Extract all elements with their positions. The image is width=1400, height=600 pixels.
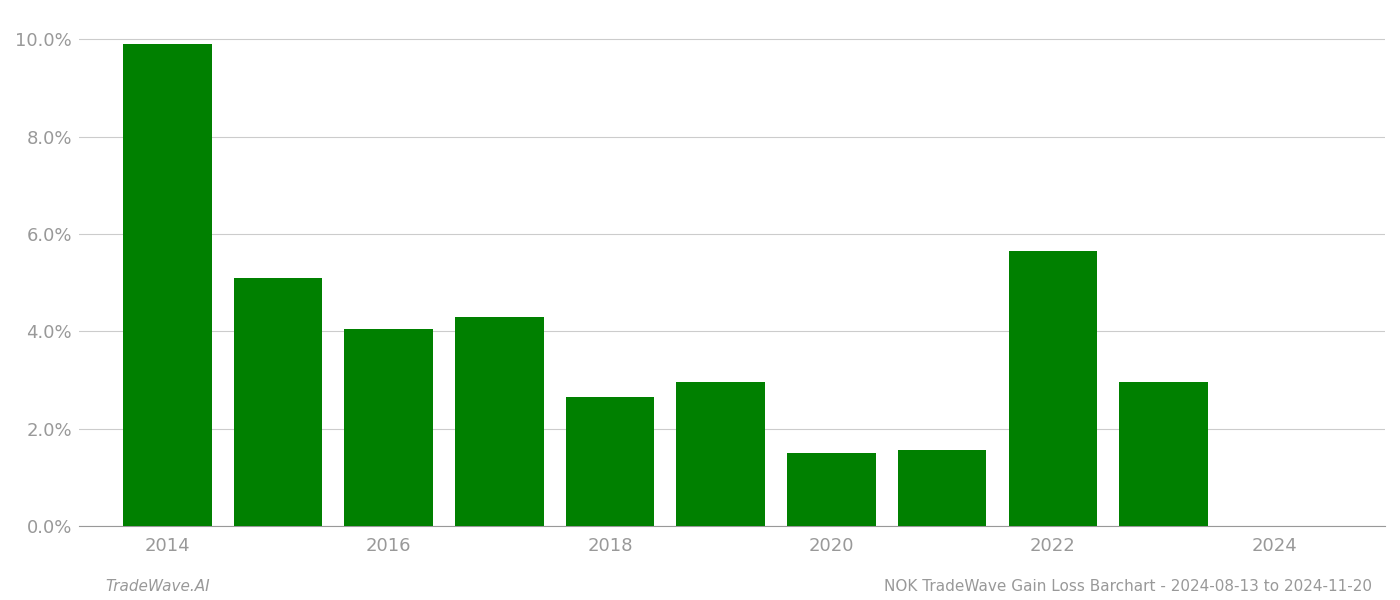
Bar	[897, 451, 987, 526]
Text: TradeWave.AI: TradeWave.AI	[105, 579, 210, 594]
Bar	[234, 278, 322, 526]
Bar	[1120, 382, 1208, 526]
Bar	[566, 397, 654, 526]
Bar	[787, 453, 876, 526]
Bar	[123, 44, 211, 526]
Bar	[344, 329, 433, 526]
Bar	[676, 382, 764, 526]
Bar	[455, 317, 543, 526]
Bar	[1008, 251, 1098, 526]
Text: NOK TradeWave Gain Loss Barchart - 2024-08-13 to 2024-11-20: NOK TradeWave Gain Loss Barchart - 2024-…	[883, 579, 1372, 594]
